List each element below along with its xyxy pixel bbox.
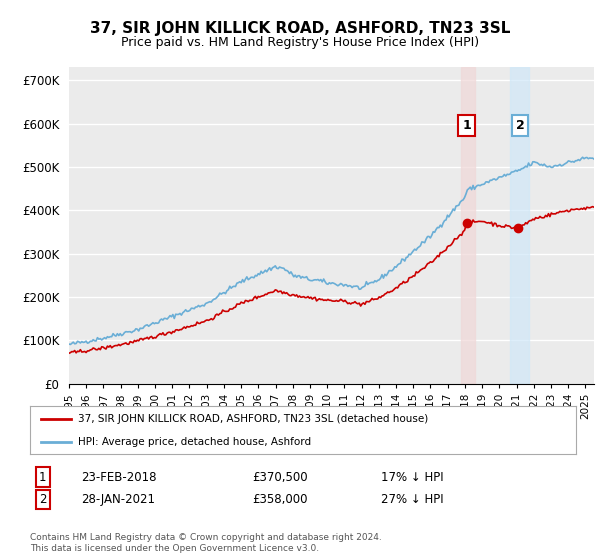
Text: Contains HM Land Registry data © Crown copyright and database right 2024.
This d: Contains HM Land Registry data © Crown c… (30, 533, 382, 553)
Text: 1: 1 (462, 119, 471, 132)
Text: 1: 1 (39, 470, 47, 484)
Text: 27% ↓ HPI: 27% ↓ HPI (381, 493, 443, 506)
Text: 23-FEB-2018: 23-FEB-2018 (81, 470, 157, 484)
Text: 2: 2 (39, 493, 47, 506)
Bar (461, 67, 475, 384)
Text: 2: 2 (515, 119, 524, 132)
Text: 37, SIR JOHN KILLICK ROAD, ASHFORD, TN23 3SL (detached house): 37, SIR JOHN KILLICK ROAD, ASHFORD, TN23… (78, 414, 428, 424)
Text: £358,000: £358,000 (252, 493, 308, 506)
Text: Price paid vs. HM Land Registry's House Price Index (HPI): Price paid vs. HM Land Registry's House … (121, 36, 479, 49)
Text: 37, SIR JOHN KILLICK ROAD, ASHFORD, TN23 3SL: 37, SIR JOHN KILLICK ROAD, ASHFORD, TN23… (90, 21, 510, 36)
Text: £370,500: £370,500 (252, 470, 308, 484)
Text: HPI: Average price, detached house, Ashford: HPI: Average price, detached house, Ashf… (78, 437, 311, 447)
Text: 17% ↓ HPI: 17% ↓ HPI (381, 470, 443, 484)
Bar (509, 67, 529, 384)
Text: 28-JAN-2021: 28-JAN-2021 (81, 493, 155, 506)
